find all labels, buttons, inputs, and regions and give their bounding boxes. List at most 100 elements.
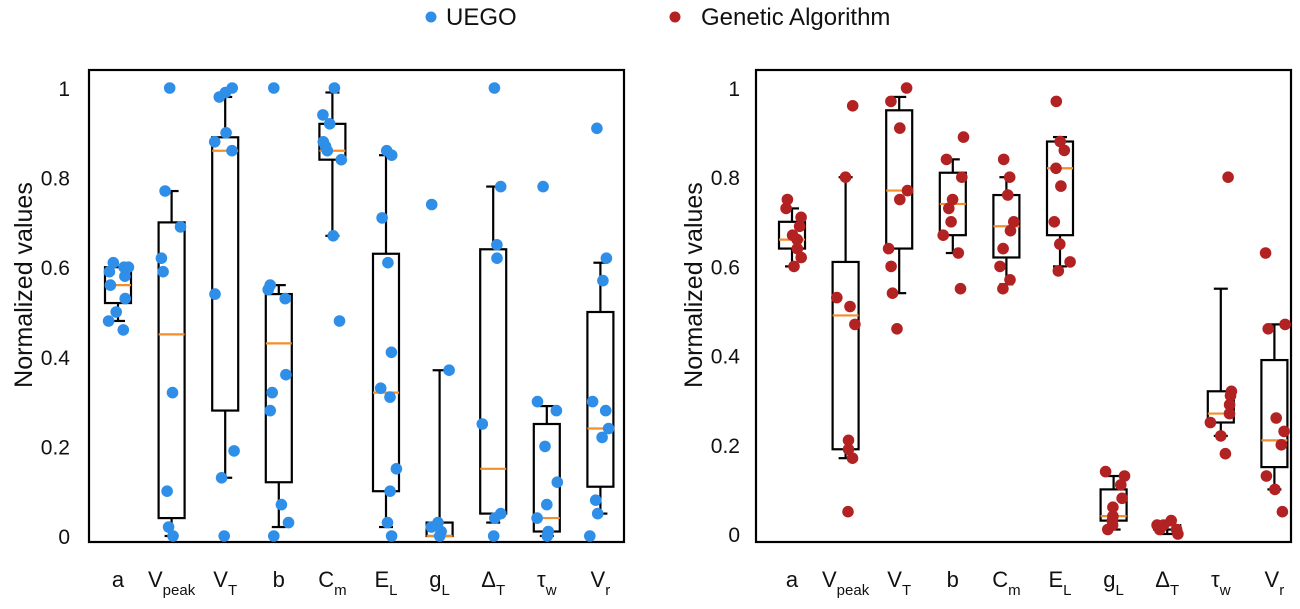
data-point	[155, 252, 168, 264]
data-point	[1275, 439, 1288, 451]
data-point	[846, 452, 859, 465]
category-label-subscript: L	[1116, 582, 1124, 599]
category-label-main: b	[273, 567, 285, 592]
data-point	[602, 422, 615, 435]
box-group	[584, 122, 615, 542]
data-point	[103, 265, 116, 278]
data-point	[279, 292, 292, 305]
data-point	[1115, 479, 1127, 491]
category-label: ΔT	[1155, 567, 1179, 599]
box-iqr	[479, 248, 508, 515]
data-point	[317, 109, 329, 121]
data-point	[1052, 265, 1065, 277]
category-label-main: V	[213, 567, 228, 592]
data-point	[432, 516, 444, 529]
category-label: Cm	[992, 567, 1020, 599]
category-label-subscript: L	[1063, 582, 1071, 599]
data-point	[335, 153, 348, 166]
category-label-main: a	[786, 567, 799, 592]
category-label-main: τ	[537, 567, 546, 592]
data-point	[268, 530, 280, 542]
data-point	[1222, 171, 1234, 183]
data-point	[119, 292, 131, 305]
box-group	[425, 198, 455, 542]
data-point	[119, 270, 131, 283]
data-point	[491, 252, 503, 264]
data-point	[1008, 216, 1020, 228]
data-point	[940, 153, 953, 166]
data-point	[487, 530, 500, 542]
data-point	[886, 287, 899, 300]
data-point	[1151, 519, 1163, 531]
category-label: Vpeak	[822, 567, 870, 599]
data-point	[901, 184, 914, 197]
data-point	[218, 530, 230, 542]
data-point	[382, 256, 394, 269]
legend: UEGO Genetic Algorithm	[425, 4, 890, 31]
box-group	[992, 153, 1021, 295]
data-point	[541, 498, 553, 511]
box-iqr	[371, 252, 401, 493]
box-group	[317, 82, 348, 327]
data-point	[780, 202, 792, 215]
category-label-subscript: m	[334, 582, 347, 599]
data-point	[597, 274, 609, 287]
y-tick-label: 0.4	[711, 346, 741, 369]
box-iqr	[831, 260, 860, 451]
data-point	[275, 498, 288, 511]
data-point	[952, 247, 965, 259]
data-point	[531, 395, 544, 408]
legend-marker-genetic-algorithm	[669, 11, 681, 23]
data-point	[894, 193, 906, 206]
category-label: b	[947, 567, 959, 592]
data-point	[166, 386, 179, 399]
data-point	[846, 100, 859, 112]
data-point	[1004, 224, 1017, 237]
data-point	[117, 324, 130, 336]
category-label-main: C	[318, 567, 334, 592]
category-label: ΔT	[481, 567, 505, 599]
category-label: τw	[1211, 567, 1231, 599]
data-point	[226, 144, 238, 157]
data-point	[443, 364, 455, 377]
data-point	[1054, 135, 1066, 148]
data-point	[1223, 407, 1236, 420]
data-point	[1279, 318, 1291, 331]
data-point	[531, 512, 543, 524]
data-point	[795, 211, 807, 224]
box-group	[937, 131, 970, 295]
data-point	[220, 127, 232, 139]
data-point	[374, 382, 387, 395]
data-point	[591, 507, 604, 520]
category-label: a	[786, 567, 799, 592]
y-tick-label: 0.6	[711, 256, 740, 279]
category-label-subscript: m	[1008, 582, 1021, 599]
y-tick-label: 0.8	[41, 168, 70, 191]
data-point	[1223, 398, 1236, 411]
data-point	[844, 300, 856, 313]
data-point	[550, 404, 563, 417]
y-tick-label: 0	[728, 524, 740, 547]
data-point	[1004, 274, 1016, 286]
box-group	[1099, 465, 1131, 536]
category-label-subscript: r	[605, 582, 610, 599]
data-point	[264, 404, 277, 417]
y-tick-label: 1	[58, 78, 70, 101]
data-point	[882, 242, 895, 255]
data-point	[1118, 470, 1131, 482]
data-point	[280, 368, 292, 381]
data-point	[786, 229, 799, 241]
data-point	[323, 118, 336, 130]
data-point	[1116, 492, 1128, 505]
category-label-subscript: peak	[837, 582, 870, 599]
data-point	[161, 485, 173, 498]
category-label: Vr	[1265, 567, 1285, 599]
data-point	[997, 282, 1009, 295]
data-point	[494, 180, 507, 193]
data-point	[333, 315, 346, 327]
y-axis-label: Normalized values	[10, 182, 38, 388]
category-label-subscript: T	[228, 582, 237, 599]
category-label: Cm	[318, 567, 346, 599]
data-point	[551, 476, 564, 489]
category-label-subscript: T	[496, 582, 505, 599]
